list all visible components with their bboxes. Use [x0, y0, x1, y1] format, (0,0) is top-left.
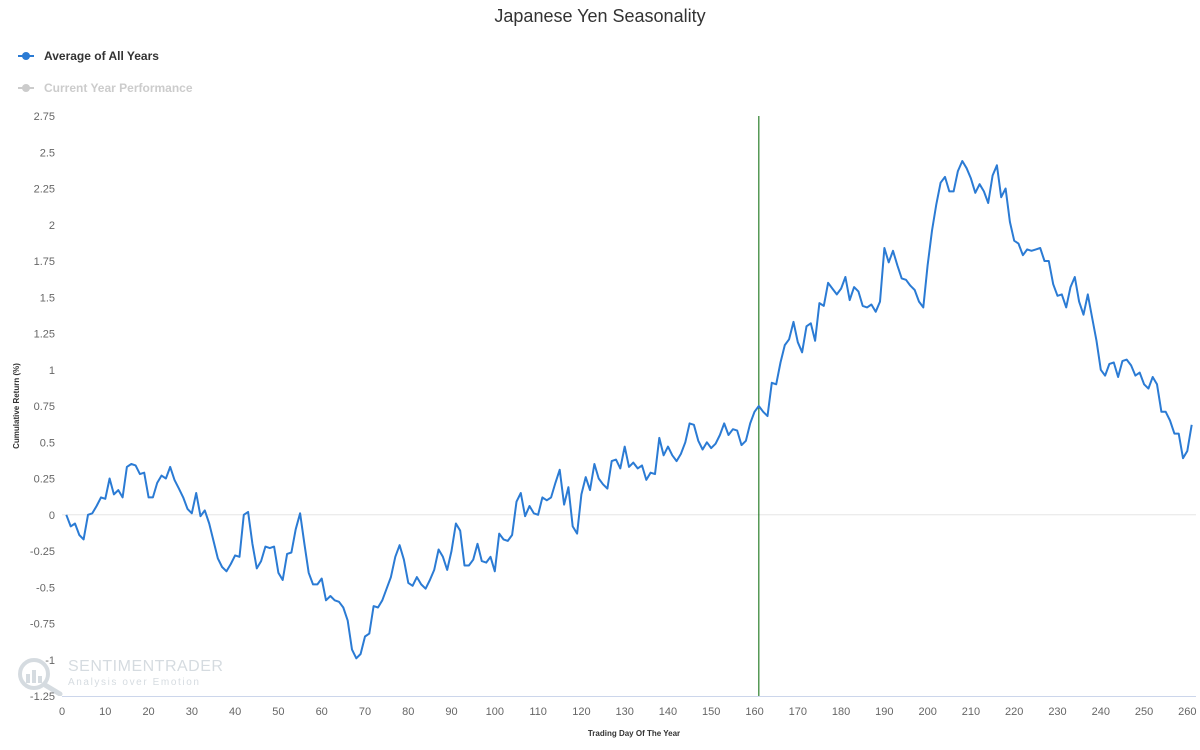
x-tick-label: 0 — [59, 706, 65, 718]
y-tick-label: 0.25 — [34, 474, 55, 486]
legend-label-current-year: Current Year Performance — [44, 81, 193, 95]
x-tick-label: 130 — [615, 706, 633, 718]
x-tick-label: 140 — [659, 706, 677, 718]
y-tick-label: 1.5 — [40, 292, 55, 304]
chart-title: Japanese Yen Seasonality — [494, 6, 706, 26]
x-tick-label: 220 — [1005, 706, 1023, 718]
legend-marker-icon — [18, 51, 34, 61]
legend-label-average: Average of All Years — [44, 49, 159, 63]
x-tick-label: 120 — [572, 706, 590, 718]
x-tick-label: 30 — [186, 706, 198, 718]
x-tick-label: 190 — [875, 706, 893, 718]
x-tick-label: 90 — [445, 706, 457, 718]
watermark-brand: SENTIMENTRADER — [68, 658, 224, 675]
y-axis-ticks: -1.25 -1 -0.75 -0.5 -0.25 0 0.25 0.5 0.75 1 1.25 1.… — [30, 111, 55, 703]
legend-marker-icon — [18, 83, 34, 93]
x-tick-label: 70 — [359, 706, 371, 718]
y-tick-label: -0.5 — [36, 582, 55, 594]
y-tick-label: 2 — [49, 220, 55, 232]
y-tick-label: -0.25 — [30, 546, 55, 558]
y-tick-label: 2.5 — [40, 147, 55, 159]
x-tick-label: 260 — [1178, 706, 1196, 718]
x-tick-label: 170 — [789, 706, 807, 718]
y-tick-label: 1.75 — [34, 256, 55, 268]
x-tick-label: 230 — [1048, 706, 1066, 718]
y-tick-label: 0.75 — [34, 401, 55, 413]
y-tick-label: -1.25 — [30, 691, 55, 703]
x-tick-label: 240 — [1092, 706, 1110, 718]
y-tick-label: -1 — [45, 655, 55, 667]
x-tick-label: 20 — [142, 706, 154, 718]
x-tick-label: 110 — [529, 706, 547, 718]
y-tick-label: -0.75 — [30, 619, 55, 631]
x-tick-label: 250 — [1135, 706, 1153, 718]
y-tick-label: 0 — [49, 510, 55, 522]
legend-item-average-of-all-years[interactable]: Average of All Years — [18, 49, 159, 63]
x-axis-ticks: 0 10 20 30 40 50 60 70 80 90 100 110 120 130 140 150 160… — [59, 706, 1197, 718]
watermark-logo: SENTIMENTRADER Analysis over Emotion — [14, 656, 223, 696]
y-tick-label: 1.25 — [34, 329, 55, 341]
x-tick-label: 210 — [962, 706, 980, 718]
x-tick-label: 100 — [486, 706, 504, 718]
x-axis-title: Trading Day Of The Year — [588, 729, 680, 738]
x-tick-label: 50 — [272, 706, 284, 718]
y-tick-label: 2.75 — [34, 111, 55, 123]
y-tick-label: 0.5 — [40, 437, 55, 449]
y-tick-label: 1 — [49, 365, 55, 377]
x-tick-label: 60 — [316, 706, 328, 718]
x-tick-label: 200 — [918, 706, 936, 718]
y-axis-title: Cumulative Return (%) — [12, 363, 21, 449]
legend-item-current-year-performance[interactable]: Current Year Performance — [18, 81, 193, 95]
x-tick-label: 10 — [99, 706, 111, 718]
series-line-average-of-all-years — [65, 160, 1193, 660]
x-tick-label: 150 — [702, 706, 720, 718]
magnifier-chart-icon — [18, 658, 63, 696]
x-tick-label: 40 — [229, 706, 241, 718]
x-tick-label: 180 — [832, 706, 850, 718]
x-tick-label: 160 — [745, 706, 763, 718]
watermark-tagline: Analysis over Emotion — [68, 677, 201, 688]
x-tick-label: 80 — [402, 706, 414, 718]
y-tick-label: 2.25 — [34, 184, 55, 196]
